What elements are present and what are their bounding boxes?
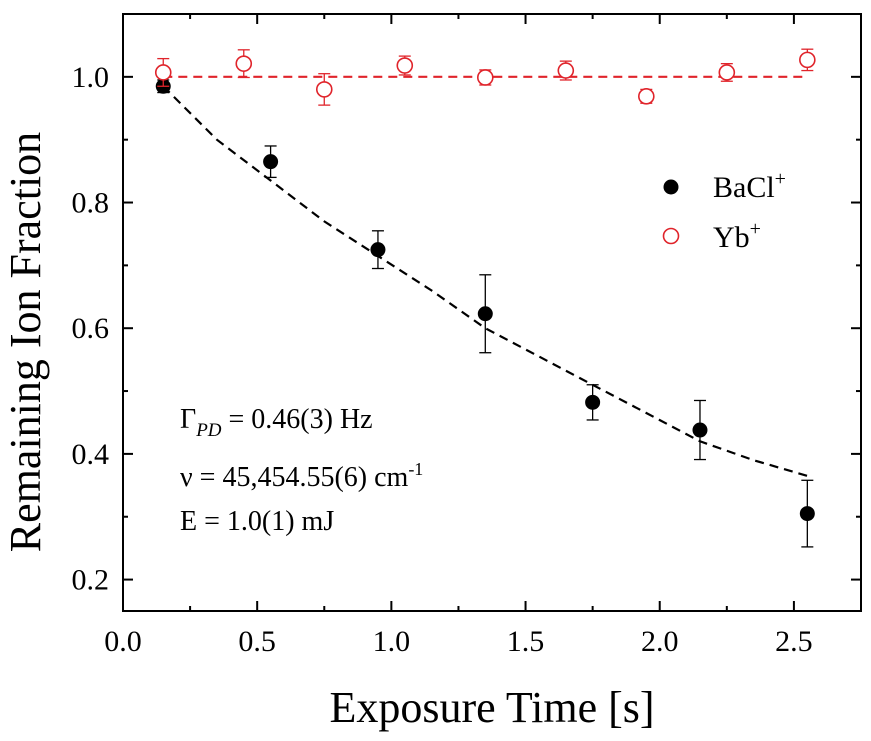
x-tick-label: 0.5 — [238, 625, 276, 658]
bacl-point — [263, 154, 279, 170]
legend-label-bacl-sup: + — [775, 168, 786, 190]
bacl-point — [477, 306, 493, 322]
bacl-point — [585, 394, 601, 410]
y-tick-label: 0.8 — [72, 187, 110, 220]
x-tick-label: 0.0 — [104, 625, 142, 658]
annotation-gamma-value: = 0.46(3) Hz — [222, 404, 373, 435]
annotation-gamma-subscript: PD — [195, 420, 222, 441]
y-axis-title: Remaining Ion Fraction — [1, 132, 50, 552]
yb-point — [799, 51, 816, 69]
legend: BaCl+ Yb+ — [662, 168, 786, 254]
legend-label-bacl-name: BaCl — [713, 171, 775, 204]
annotation-nu-superscript: -1 — [408, 459, 423, 479]
x-tick-label: 2.5 — [775, 625, 813, 658]
yb-point — [154, 64, 172, 81]
annotations: ΓPD = 0.46(3) Hz ν = 45,454.55(6) cm-1 E… — [180, 404, 423, 537]
plot-frame — [122, 13, 862, 612]
yb-point — [235, 55, 253, 72]
yb-point — [638, 88, 655, 105]
annotation-gamma-symbol: Γ — [180, 404, 196, 435]
legend-label-bacl: BaCl+ — [713, 168, 786, 204]
y-tick-label: 1.0 — [72, 61, 110, 94]
x-axis-title: Exposure Time [s] — [329, 683, 654, 732]
annotation-energy: E = 1.0(1) mJ — [180, 506, 334, 537]
yb-point — [557, 62, 575, 79]
yb-point — [476, 69, 494, 86]
x-tick-label: 2.0 — [641, 625, 679, 658]
yb-point — [718, 64, 736, 81]
yb-point — [396, 57, 414, 74]
y-tick-label: 0.4 — [72, 438, 110, 471]
annotation-nu: ν = 45,454.55(6) cm-1 — [180, 459, 423, 493]
y-tick-label: 0.2 — [72, 564, 110, 597]
bacl-point — [799, 506, 815, 522]
annotation-gamma: ΓPD = 0.46(3) Hz — [180, 404, 373, 441]
legend-label-yb: Yb+ — [713, 218, 761, 254]
bacl-point — [692, 422, 708, 438]
series-layer — [154, 48, 816, 548]
x-tick-label: 1.5 — [507, 625, 545, 658]
tick-layer: 0.0 0.5 1.0 1.5 2.0 2.5 0.2 0.4 0.6 0.8 1.0 — [72, 14, 861, 658]
y-tick-label: 0.6 — [72, 312, 110, 345]
legend-label-yb-name: Yb — [713, 221, 750, 254]
legend-marker-yb — [662, 227, 680, 245]
yb-point — [315, 81, 333, 98]
x-tick-label: 1.0 — [373, 625, 411, 658]
annotation-nu-text: ν = 45,454.55(6) cm — [180, 462, 409, 493]
legend-marker-bacl — [663, 179, 679, 195]
legend-label-yb-sup: + — [750, 218, 761, 240]
bacl-point — [370, 242, 386, 258]
